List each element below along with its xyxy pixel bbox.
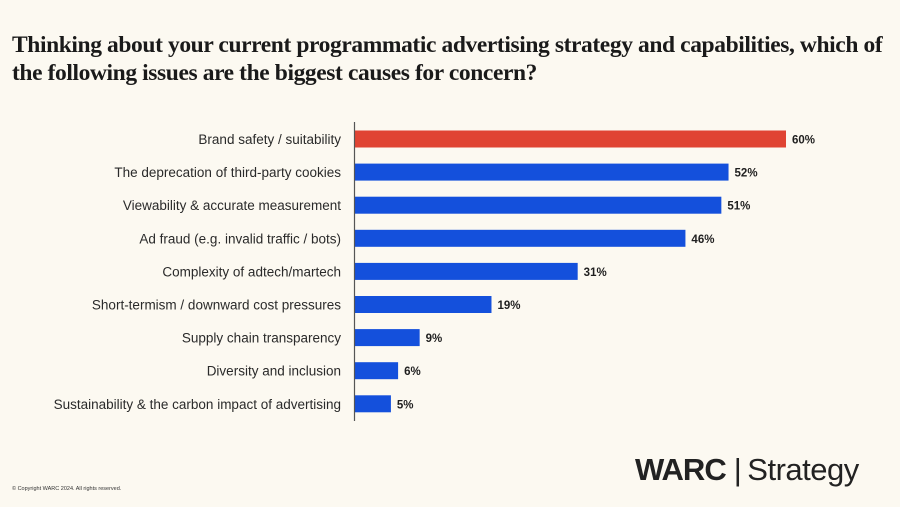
bar-row: Ad fraud (e.g. invalid traffic / bots) 46… [139,229,714,247]
data-label: 5% [397,399,414,411]
warc-strategy-logo: WARC | Strategy [635,452,859,488]
logo-product: Strategy [747,452,859,487]
bar-row: Brand safety / suitability 60% [198,130,815,148]
bar-row: Supply chain transparency 9% [182,329,443,347]
bar [355,395,391,413]
category-label: Supply chain transparency [182,331,341,346]
category-label: Brand safety / suitability [198,132,341,147]
data-label: 60% [792,135,815,147]
bar-row: Short-termism / downward cost pressures 1… [92,296,521,313]
data-label: 46% [691,234,714,246]
category-label: Complexity of adtech/martech [162,264,341,279]
bar [355,229,686,247]
bar-row: Viewability & accurate measurement 51% [123,196,750,214]
category-label: Viewability & accurate measurement [123,198,341,213]
bar [355,296,492,313]
logo-brand: WARC [635,452,727,487]
data-label: 31% [584,267,607,279]
bar [355,163,729,181]
bar-row: Complexity of adtech/martech 31% [162,262,607,280]
bar-row: Sustainability & the carbon impact of ad… [54,395,414,413]
chart-title: Thinking about your current programmatic… [12,32,883,86]
category-label: Short-termism / downward cost pressures [92,298,341,313]
category-label: Ad fraud (e.g. invalid traffic / bots) [139,231,341,246]
data-label: 9% [426,333,443,345]
data-label: 6% [404,366,421,378]
bar [355,362,399,380]
data-label: 52% [735,168,758,180]
bar-highlight [355,130,786,148]
category-label: Sustainability & the carbon impact of ad… [54,397,341,412]
bar [355,262,578,280]
bar [355,196,722,214]
data-label: 19% [497,300,520,312]
copyright-text: © Copyright WARC 2024. All rights reserv… [12,486,122,492]
category-label: Diversity and inclusion [207,364,341,379]
bars-layer: Brand safety / suitability 60% The depreca… [54,130,815,413]
logo-separator: | [733,452,742,487]
bar-row: The deprecation of third-party cookies 52… [114,163,758,181]
data-label: 51% [727,201,750,213]
category-label: The deprecation of third-party cookies [114,165,341,180]
bar-row: Diversity and inclusion 6% [207,362,421,380]
bar [355,329,420,347]
